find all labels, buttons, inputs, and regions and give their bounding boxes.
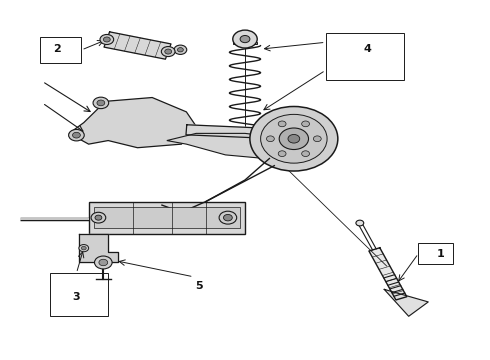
- Bar: [89, 202, 245, 234]
- Circle shape: [219, 211, 237, 224]
- Circle shape: [161, 46, 175, 57]
- Polygon shape: [384, 289, 428, 316]
- Circle shape: [278, 121, 286, 127]
- Bar: [94, 207, 240, 228]
- Circle shape: [302, 151, 310, 157]
- Circle shape: [93, 97, 109, 109]
- Circle shape: [240, 36, 250, 42]
- Circle shape: [279, 128, 309, 149]
- Text: 2: 2: [53, 44, 61, 54]
- Bar: [49, 273, 108, 316]
- Circle shape: [95, 215, 102, 220]
- Bar: [418, 243, 453, 264]
- Circle shape: [174, 45, 187, 54]
- Circle shape: [99, 259, 108, 266]
- Circle shape: [314, 136, 321, 141]
- Bar: [233, 41, 257, 44]
- Circle shape: [288, 134, 300, 143]
- Text: 1: 1: [437, 248, 444, 258]
- Circle shape: [267, 136, 274, 141]
- Text: 5: 5: [195, 281, 202, 291]
- Polygon shape: [369, 248, 407, 300]
- Circle shape: [302, 121, 310, 127]
- Text: 3: 3: [73, 292, 80, 302]
- Bar: [40, 37, 81, 63]
- Circle shape: [81, 246, 86, 250]
- Polygon shape: [69, 98, 196, 148]
- Circle shape: [100, 35, 114, 45]
- Circle shape: [103, 37, 110, 42]
- Text: 4: 4: [363, 44, 371, 54]
- Circle shape: [261, 114, 327, 163]
- Circle shape: [356, 220, 364, 226]
- Circle shape: [233, 30, 257, 48]
- Bar: [326, 33, 404, 80]
- Polygon shape: [167, 134, 294, 158]
- Circle shape: [278, 151, 286, 157]
- Circle shape: [223, 215, 232, 221]
- Circle shape: [69, 130, 84, 141]
- Circle shape: [250, 107, 338, 171]
- Polygon shape: [104, 32, 171, 59]
- Circle shape: [79, 244, 89, 252]
- Circle shape: [91, 212, 106, 223]
- Circle shape: [165, 49, 172, 54]
- Circle shape: [95, 256, 112, 269]
- Polygon shape: [79, 234, 118, 262]
- Circle shape: [73, 132, 80, 138]
- Circle shape: [97, 100, 105, 106]
- Polygon shape: [186, 125, 270, 138]
- Circle shape: [177, 48, 183, 52]
